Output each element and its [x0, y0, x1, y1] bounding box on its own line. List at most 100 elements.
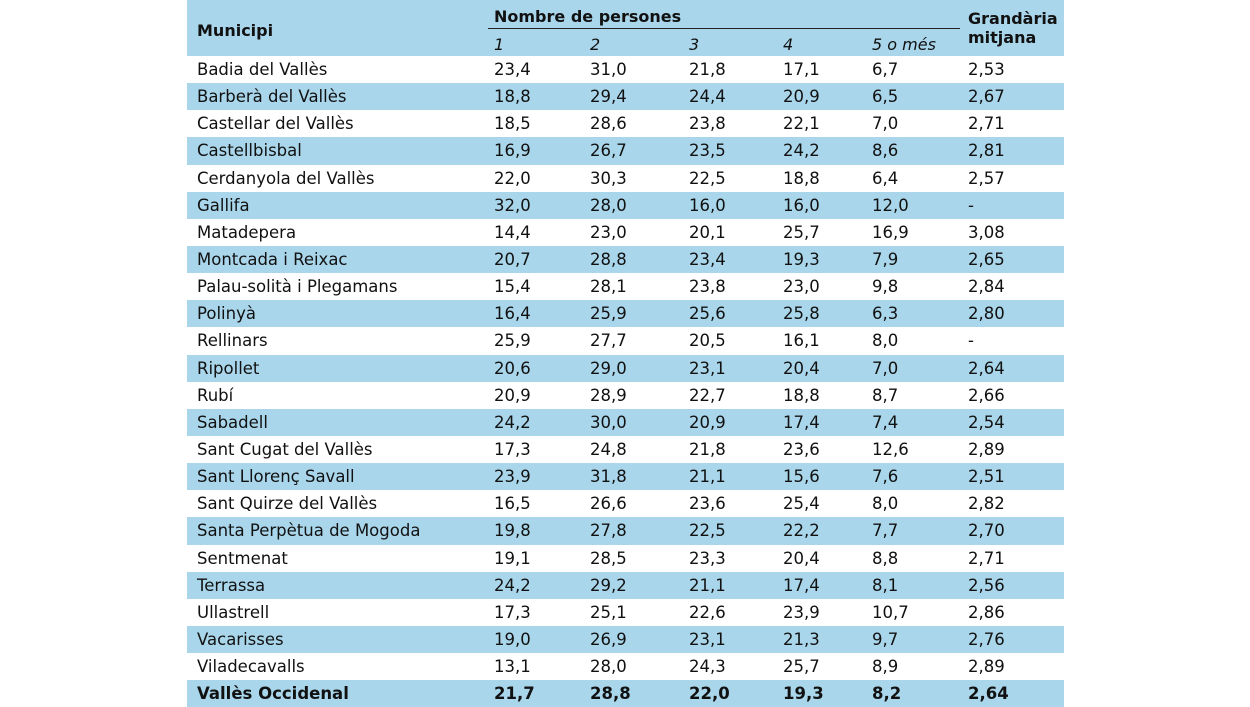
- table-row: Sabadell 24,2 30,0 20,9 17,4 7,4 2,54: [187, 408, 1064, 436]
- value-cell: 23,1: [689, 629, 726, 649]
- value-cell: 2,81: [968, 141, 1005, 161]
- municipi-cell: Castellar del Vallès: [197, 114, 354, 134]
- value-cell: 29,2: [590, 575, 627, 595]
- value-cell: 17,3: [494, 602, 531, 622]
- municipi-cell: Matadepera: [197, 222, 297, 242]
- value-cell: 20,4: [783, 548, 820, 568]
- value-cell: 24,3: [689, 657, 726, 677]
- value-cell: 20,9: [494, 385, 531, 405]
- value-cell: 22,7: [689, 385, 726, 405]
- table-row: Matadepera 14,4 23,0 20,1 25,7 16,9 3,08: [187, 219, 1064, 246]
- value-cell: 6,4: [872, 168, 899, 188]
- value-cell: 23,0: [783, 277, 820, 297]
- municipi-cell: Rellinars: [197, 331, 268, 351]
- municipi-cell: Rubí: [197, 385, 234, 405]
- municipi-cell: Palau-solità i Plegamans: [197, 277, 398, 297]
- value-cell: 24,8: [590, 439, 627, 459]
- value-cell: 8,1: [872, 575, 899, 595]
- value-cell: 19,1: [494, 548, 531, 568]
- value-cell: 16,4: [494, 304, 531, 324]
- value-cell: 9,8: [872, 277, 899, 297]
- value-cell: 22,6: [689, 602, 726, 622]
- header-col-2: 2: [590, 35, 601, 54]
- value-cell: -: [968, 331, 974, 351]
- value-cell: 21,8: [689, 439, 726, 459]
- value-cell: 26,9: [590, 629, 627, 649]
- value-cell: 16,0: [689, 195, 726, 215]
- value-cell: 18,8: [783, 168, 820, 188]
- value-cell: 28,6: [590, 114, 627, 134]
- value-cell: 7,7: [872, 521, 899, 541]
- value-cell: 17,4: [783, 575, 820, 595]
- value-cell: 19,3: [783, 684, 824, 704]
- value-cell: 20,7: [494, 249, 531, 269]
- value-cell: 8,9: [872, 657, 899, 677]
- value-cell: 21,3: [783, 629, 820, 649]
- value-cell: 18,8: [494, 87, 531, 107]
- table-row: Castellbisbal 16,9 26,7 23,5 24,2 8,6 2,81: [187, 137, 1064, 165]
- value-cell: 2,84: [968, 277, 1005, 297]
- value-cell: 2,67: [968, 87, 1005, 107]
- value-cell: 25,1: [590, 602, 627, 622]
- municipi-cell: Polinyà: [197, 304, 256, 324]
- table-row: Palau-solità i Plegamans 15,4 28,1 23,8 23,0…: [187, 273, 1064, 300]
- value-cell: 2,56: [968, 575, 1005, 595]
- value-cell: 18,8: [783, 385, 820, 405]
- value-cell: 14,4: [494, 222, 531, 242]
- value-cell: 28,0: [590, 195, 627, 215]
- municipi-cell: Badia del Vallès: [197, 60, 328, 79]
- header-grandaria-line1: Grandària: [968, 9, 1058, 28]
- value-cell: 25,8: [783, 304, 820, 324]
- value-cell: 6,5: [872, 87, 899, 107]
- value-cell: 19,8: [494, 521, 531, 541]
- municipi-cell: Sant Llorenç Savall: [197, 467, 355, 487]
- value-cell: 31,0: [590, 60, 627, 79]
- value-cell: 20,9: [783, 87, 820, 107]
- value-cell: 23,1: [689, 358, 726, 378]
- value-cell: 25,9: [494, 331, 531, 351]
- table-row: Castellar del Vallès 18,5 28,6 23,8 22,1 7,0 2…: [187, 110, 1064, 137]
- value-cell: 2,66: [968, 385, 1005, 405]
- value-cell: 16,9: [494, 141, 531, 161]
- value-cell: 2,89: [968, 657, 1005, 677]
- value-cell: 21,7: [494, 684, 535, 704]
- table-header: Municipi Nombre de persones 1 2 3 4 5 o …: [187, 0, 1064, 56]
- table-row: Badia del Vallès 23,4 31,0 21,8 17,1 6,7 2,53: [187, 56, 1064, 83]
- value-cell: 22,1: [783, 114, 820, 134]
- value-cell: 23,9: [494, 467, 531, 487]
- table-row: Terrassa 24,2 29,2 21,1 17,4 8,1 2,56: [187, 571, 1064, 599]
- value-cell: 25,4: [783, 494, 820, 514]
- value-cell: 2,53: [968, 60, 1005, 79]
- table-row: Rubí 20,9 28,9 22,7 18,8 8,7 2,66: [187, 382, 1064, 409]
- table-row: Sant Llorenç Savall 23,9 31,8 21,1 15,6 7,6 2,…: [187, 463, 1064, 491]
- value-cell: 2,82: [968, 494, 1005, 514]
- municipi-cell: Barberà del Vallès: [197, 87, 347, 107]
- value-cell: 2,71: [968, 548, 1005, 568]
- value-cell: 18,5: [494, 114, 531, 134]
- header-col-5-o-mes: 5 o més: [872, 35, 936, 54]
- municipi-cell: Sant Cugat del Vallès: [197, 439, 373, 459]
- value-cell: 32,0: [494, 195, 531, 215]
- value-cell: 16,1: [783, 331, 820, 351]
- municipi-cell: Gallifa: [197, 195, 250, 215]
- value-cell: 21,1: [689, 575, 726, 595]
- value-cell: 29,0: [590, 358, 627, 378]
- value-cell: 3,08: [968, 222, 1005, 242]
- value-cell: 24,2: [494, 412, 531, 432]
- value-cell: 22,2: [783, 521, 820, 541]
- value-cell: 20,4: [783, 358, 820, 378]
- value-cell: 23,8: [689, 114, 726, 134]
- header-divider: [488, 28, 960, 29]
- value-cell: 29,4: [590, 87, 627, 107]
- table-row: Rellinars 25,9 27,7 20,5 16,1 8,0 -: [187, 327, 1064, 354]
- value-cell: 13,1: [494, 657, 531, 677]
- value-cell: 2,64: [968, 358, 1005, 378]
- header-col-1: 1: [494, 35, 505, 54]
- value-cell: 2,86: [968, 602, 1005, 622]
- value-cell: 25,6: [689, 304, 726, 324]
- value-cell: 23,4: [689, 249, 726, 269]
- value-cell: 2,70: [968, 521, 1005, 541]
- header-col-3: 3: [689, 35, 700, 54]
- value-cell: 23,8: [689, 277, 726, 297]
- value-cell: 19,0: [494, 629, 531, 649]
